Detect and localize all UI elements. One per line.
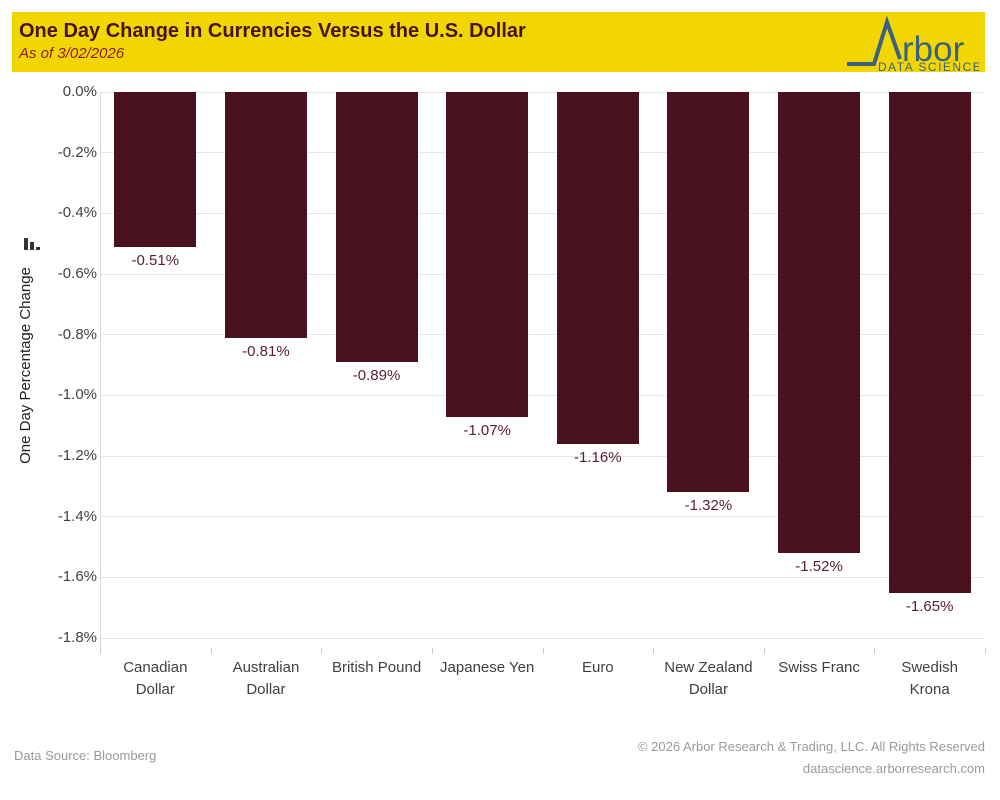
x-category-label: British Pound	[331, 659, 422, 676]
bar-value-label: -0.89%	[352, 366, 401, 384]
x-category-label: New Zealand Dollar	[664, 659, 753, 698]
gridline	[100, 637, 985, 639]
copyright: © 2026 Arbor Research & Trading, LLC. Al…	[637, 739, 985, 754]
y-tick-label: -1.6%	[57, 568, 97, 586]
gridline	[100, 394, 985, 396]
sort-descending-icon[interactable]	[24, 238, 40, 250]
header-titles: One Day Change in Currencies Versus the …	[12, 12, 526, 72]
bar[interactable]	[556, 92, 639, 444]
bar[interactable]	[114, 92, 197, 247]
arbor-logo: rbor DATA SCIENCE	[844, 12, 985, 74]
chart-subtitle: As of 3/02/2026	[19, 45, 125, 62]
gridline	[100, 576, 985, 578]
x-category-label: Canadian Dollar	[123, 659, 188, 698]
bar-value-label: -1.65%	[905, 597, 954, 615]
gridline	[100, 212, 985, 214]
y-tick-label: -1.4%	[57, 507, 97, 525]
y-tick-label: -0.4%	[57, 204, 97, 222]
y-tick-label: 0.0%	[62, 83, 97, 100]
x-axis-tick	[985, 648, 986, 654]
bar[interactable]	[224, 92, 307, 338]
x-axis-tick	[210, 648, 212, 654]
y-axis-title: One Day Percentage Change	[14, 92, 36, 638]
gridline	[100, 91, 985, 93]
header-band: One Day Change in Currencies Versus the …	[12, 12, 985, 74]
x-category-label: Euro	[581, 659, 614, 676]
bar[interactable]	[335, 92, 418, 362]
y-tick-label: -1.0%	[57, 386, 97, 404]
x-axis-tick	[763, 648, 765, 654]
y-tick-label: -0.2%	[57, 143, 97, 161]
x-axis-tick	[100, 648, 101, 654]
y-tick-label: -0.6%	[57, 265, 97, 282]
gridline	[100, 152, 985, 154]
bar-value-label: -1.32%	[684, 497, 733, 515]
bar-value-label: -0.81%	[242, 342, 290, 360]
bar[interactable]	[667, 92, 750, 493]
bar[interactable]	[778, 92, 861, 554]
bar-value-label: -1.52%	[795, 558, 843, 576]
x-category-label: Australian Dollar	[232, 659, 300, 698]
gridline	[100, 273, 985, 275]
bar[interactable]	[888, 92, 971, 593]
y-axis-line	[100, 92, 101, 654]
gridline	[100, 334, 985, 336]
x-category-label: Swedish Krona	[901, 659, 959, 698]
logo-tagline-text: DATA SCIENCE	[878, 60, 979, 72]
x-axis-tick	[653, 648, 655, 654]
mountain-peak-icon	[847, 15, 902, 66]
bar-value-label: -1.16%	[574, 448, 622, 466]
x-axis-tick	[321, 648, 323, 654]
y-axis-title-text: One Day Percentage Change	[16, 266, 34, 464]
chart-title: One Day Change in Currencies Versus the …	[19, 20, 526, 42]
y-tick-label: -1.8%	[57, 629, 97, 646]
logo-brand-text: rbor	[902, 30, 965, 69]
bar-value-label: -0.51%	[131, 251, 180, 269]
footer-credits: © 2026 Arbor Research & Trading, LLC. Al…	[638, 736, 985, 780]
bar[interactable]	[446, 92, 529, 417]
website-link[interactable]: datascience.arborresearch.com	[802, 761, 985, 776]
y-tick-label: -1.2%	[57, 447, 97, 464]
x-axis-tick	[542, 648, 544, 654]
x-axis-tick	[874, 648, 876, 654]
gridline	[100, 516, 985, 518]
data-source: Data Source: Bloomberg	[14, 748, 157, 763]
bar-value-label: -1.07%	[463, 421, 511, 439]
gridline	[100, 455, 985, 457]
x-axis-tick	[431, 648, 433, 654]
x-category-label: Japanese Yen	[440, 659, 535, 676]
arbor-logo-graphic: rbor DATA SCIENCE	[847, 15, 981, 74]
y-tick-label: -0.8%	[57, 325, 97, 343]
x-category-label: Swiss Franc	[778, 659, 860, 676]
